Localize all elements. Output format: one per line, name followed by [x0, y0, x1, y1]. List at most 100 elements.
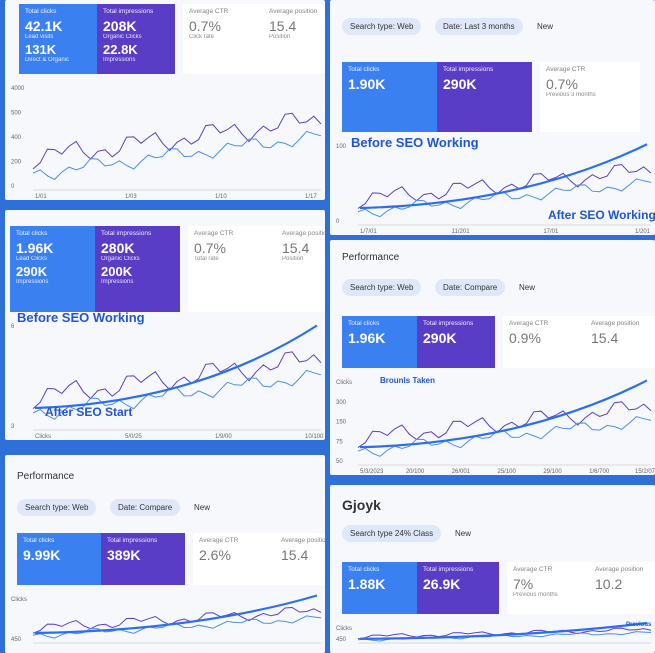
metric-caption: Impressions — [101, 279, 134, 285]
metric-card: Average position 15.4 — [585, 316, 655, 368]
line-series — [357, 627, 652, 640]
chart: 6 3 Clicks 5/0/25 1/9/00 10/100 — [11, 324, 324, 440]
metric-value: 15.4 — [281, 547, 309, 563]
x-axis-label: 17/01 — [543, 229, 559, 235]
metric-caption: Previous 3 months — [546, 92, 596, 98]
annotation: Previous — [626, 622, 652, 628]
metric-label: Average CTR — [194, 230, 234, 237]
x-axis-label: 10/100 — [305, 434, 324, 440]
new-button[interactable]: New — [537, 22, 554, 31]
chart: Clicks 450 — [336, 622, 652, 644]
metric-caption: Direct & Organic — [25, 57, 70, 63]
metric-value: 389K — [107, 547, 141, 563]
y-axis-label: Clicks — [336, 380, 352, 386]
y-axis-label: 500 — [11, 111, 22, 117]
chart: Clicks 450 — [11, 594, 322, 644]
metric-label: Total clicks — [25, 8, 57, 15]
metric-value: 290K — [16, 264, 48, 279]
metric-caption: Previous months — [513, 592, 558, 598]
line-series — [32, 606, 322, 634]
y-axis-label: 300 — [336, 400, 347, 406]
x-axis-label: 29/100 — [543, 469, 562, 475]
metric-card: Average position 10.2 — [589, 562, 655, 614]
y-axis-label: 400 — [11, 135, 22, 141]
metric-card: Total impressions 389K — [101, 533, 185, 585]
panel-title: Performance — [17, 471, 75, 482]
metric-card: Average CTR 0.7% Previous 3 months — [540, 62, 640, 132]
metric-caption: Organic Clicks — [101, 256, 140, 262]
metric-value: 208K — [103, 18, 137, 34]
x-axis-label: 1/6/700 — [589, 469, 610, 475]
x-axis-label: Clicks — [35, 434, 51, 440]
annotation: After SEO Start — [45, 405, 133, 419]
metric-label: Average CTR — [509, 320, 549, 327]
line-series — [357, 401, 652, 449]
y-axis-label: Clicks — [11, 597, 27, 603]
filter-chip[interactable]: Search type: Web — [342, 279, 422, 296]
metric-label: Average CTR — [199, 537, 239, 544]
metric-value: 290K — [443, 76, 477, 92]
metric-label: Average position — [595, 566, 644, 573]
metric-value: 0.9% — [509, 330, 541, 346]
y-axis-label: Clicks — [336, 626, 352, 632]
line-series — [32, 112, 322, 170]
metric-label: Total clicks — [348, 320, 380, 327]
metric-label: Total clicks — [348, 566, 380, 573]
new-button[interactable]: New — [519, 283, 536, 292]
trend-arrow — [359, 143, 648, 210]
metric-card: Average CTR 0.7% Total rate — [188, 226, 276, 312]
metric-card: Total clicks 1.96K Lead Clicks 290K Impressi… — [10, 226, 95, 312]
filter-chip[interactable]: Search type: Web — [342, 18, 422, 35]
metric-label: Average position — [281, 537, 325, 544]
metric-label: Average position — [591, 320, 640, 327]
trend-arrow — [34, 324, 318, 410]
metric-value: 0.7% — [194, 240, 226, 256]
x-axis-label: 26/001 — [452, 469, 471, 475]
line-series — [32, 351, 322, 409]
y-axis-label: 100 — [336, 144, 347, 150]
metric-card: Average CTR 7% Previous months — [507, 562, 589, 614]
trend-arrow — [34, 594, 318, 635]
annotation: Before SEO Working — [351, 135, 479, 150]
metric-label: Total impressions — [101, 230, 152, 237]
metric-card: Total clicks 1.90K — [342, 62, 437, 132]
metric-value: 1.90K — [348, 76, 386, 92]
filter-chip[interactable]: Search type: Web — [17, 499, 97, 516]
metric-label: Average CTR — [546, 66, 586, 73]
new-button[interactable]: New — [194, 503, 211, 512]
metric-caption: Position — [269, 34, 291, 40]
metric-value: 26.9K — [423, 576, 461, 592]
x-axis-label: 5/3/2023 — [360, 469, 384, 475]
y-axis-label: 450 — [336, 637, 347, 643]
y-axis-label: 0 — [11, 184, 15, 190]
metric-value: 1.96K — [16, 240, 54, 256]
metric-label: Average CTR — [513, 566, 553, 573]
filter-chip[interactable]: Date: Last 3 months — [435, 18, 523, 35]
x-axis-label: 1/01 — [35, 194, 47, 200]
metric-card: Total clicks 1.88K — [342, 562, 417, 614]
filter-chip[interactable]: Date: Compare — [110, 499, 181, 516]
filter-chip[interactable]: Search type 24% Class — [342, 525, 442, 542]
panel: Performance Search type: Web Date: Compare… — [330, 240, 655, 475]
y-axis-label: 0 — [336, 219, 340, 225]
metric-label: Average CTR — [189, 8, 229, 15]
x-axis-label: 1/10 — [215, 194, 227, 200]
panel: Total clicks 1.96K Lead Clicks 290K Impressi… — [5, 210, 325, 440]
metric-card: Total impressions 208K Organic Clicks 22.8K… — [97, 4, 175, 74]
x-axis-label: 1/9/00 — [215, 434, 232, 440]
trend-arrow — [359, 379, 648, 449]
y-axis-label: 150 — [336, 420, 347, 426]
filter-chip[interactable]: Date: Compare — [435, 279, 506, 296]
metric-caption: Lead Clicks — [16, 256, 48, 262]
metric-value: 42.1K — [25, 18, 63, 34]
metric-value: 131K — [25, 42, 57, 57]
metric-card: Total clicks 1.96K — [342, 316, 417, 368]
line-series — [357, 164, 652, 209]
metric-value: 10.2 — [595, 576, 623, 592]
line-series — [357, 416, 652, 457]
new-button[interactable]: New — [455, 529, 472, 538]
annotation: Before SEO Working — [17, 310, 145, 325]
metric-value: 280K — [101, 240, 135, 256]
